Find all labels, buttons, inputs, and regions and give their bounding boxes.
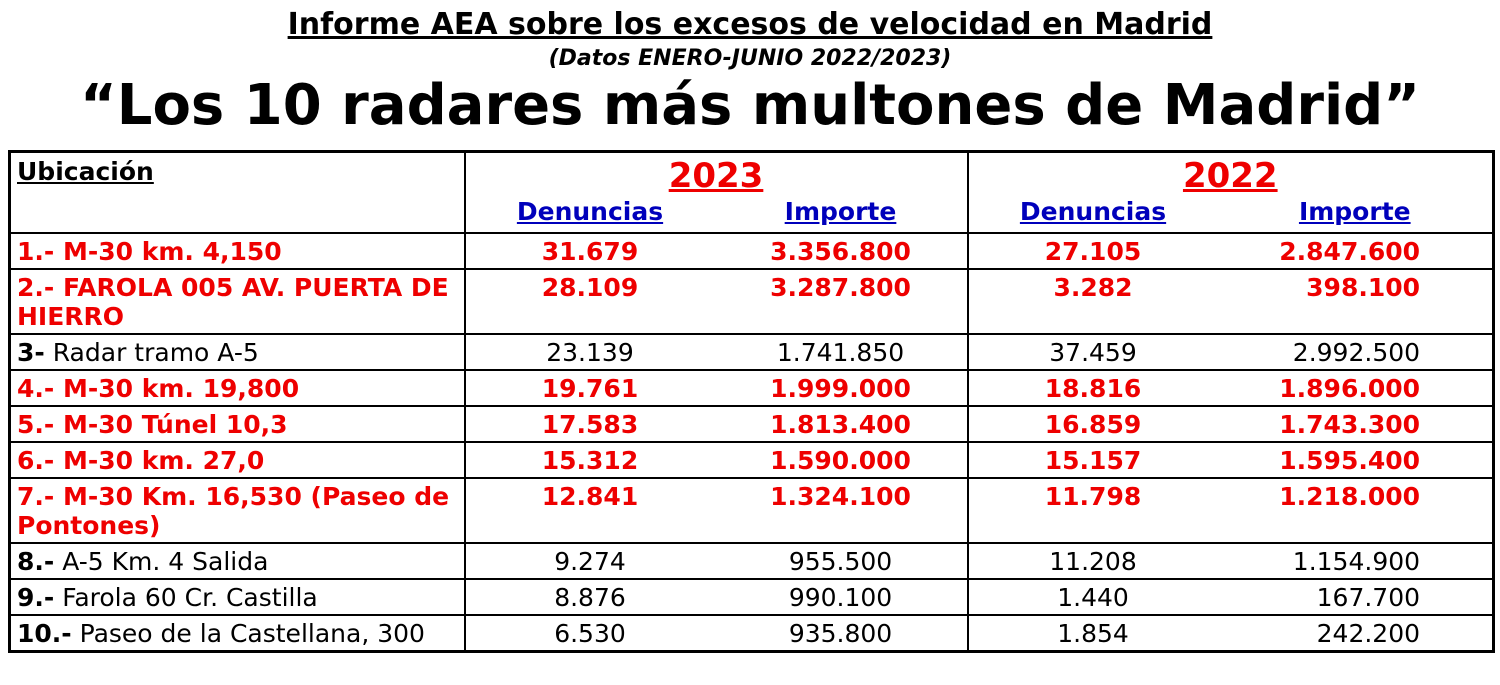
radar-name: A-5 Km. 4 Salida (62, 547, 269, 577)
table-row: 5.- M-30 Túnel 10,3 17.583 1.813.400 16.859… (9, 406, 1494, 444)
column-header-year-2023: 2023 (464, 151, 969, 198)
denuncias-2023-value: 19.761 (464, 370, 715, 408)
column-header-importe-2023: Importe (714, 197, 969, 235)
denuncias-2023-value: 15.312 (464, 442, 715, 480)
denuncias-2023-value: 9.274 (464, 543, 715, 581)
table-row: 7.- M-30 Km. 16,530 (Paseo de Pontones) 1… (9, 478, 1494, 545)
importe-2023-value: 1.741.850 (714, 334, 969, 372)
importe-2022-value: 1.595.400 (1217, 442, 1494, 480)
radar-name: FAROLA 005 AV. PUERTA DE HIERRO (17, 273, 449, 332)
denuncias-2022-value: 27.105 (967, 233, 1218, 271)
importe-2022-value: 2.992.500 (1217, 334, 1494, 372)
importe-2022-value: 1.154.900 (1217, 543, 1494, 581)
denuncias-2022-value: 18.816 (967, 370, 1218, 408)
radar-location: 3- Radar tramo A-5 (9, 334, 466, 372)
importe-2023-value: 935.800 (714, 615, 969, 653)
radar-location: 9.- Farola 60 Cr. Castilla (9, 579, 466, 617)
row-number: 6.- (17, 446, 55, 476)
denuncias-2022-value: 3.282 (967, 269, 1218, 336)
table-row: 9.- Farola 60 Cr. Castilla 8.876 990.100 1.… (9, 579, 1494, 617)
importe-2022-value: 2.847.600 (1217, 233, 1494, 271)
importe-2022-value: 242.200 (1217, 615, 1494, 653)
radar-location: 5.- M-30 Túnel 10,3 (9, 406, 466, 444)
row-number: 8.- (17, 547, 55, 577)
row-number: 2.- (17, 273, 55, 303)
radar-name: M-30 km. 19,800 (63, 374, 300, 404)
importe-2023-value: 990.100 (714, 579, 969, 617)
table-row: 4.- M-30 km. 19,800 19.761 1.999.000 18.816… (9, 370, 1494, 408)
radar-location: 2.- FAROLA 005 AV. PUERTA DE HIERRO (9, 269, 466, 336)
column-header-denuncias-2023: Denuncias (464, 197, 715, 235)
denuncias-2023-value: 8.876 (464, 579, 715, 617)
table-row: 10.- Paseo de la Castellana, 300 6.530 935… (9, 615, 1494, 653)
column-header-year-2022: 2022 (1182, 156, 1278, 197)
table-header-row-years: Ubicación 2023 2022 (9, 151, 1494, 235)
radar-name: M-30 Km. 16,530 (Paseo de Pontones) (17, 482, 450, 541)
importe-2023-value: 955.500 (714, 543, 969, 581)
radar-location: 4.- M-30 km. 19,800 (9, 370, 466, 408)
report-title: Informe AEA sobre los excesos de velocid… (287, 7, 1213, 42)
importe-2023-value: 1.813.400 (714, 406, 969, 444)
denuncias-2022-value: 11.208 (967, 543, 1218, 581)
importe-2022-value: 398.100 (1217, 269, 1494, 336)
table-header-row-metrics: Denuncias Importe Denuncias Importe (10, 197, 1494, 235)
denuncias-2023-value: 23.139 (464, 334, 715, 372)
column-header-ubicacion: Ubicación (9, 151, 466, 235)
denuncias-2023-value: 6.530 (464, 615, 715, 653)
row-number: 5.- (17, 410, 55, 440)
importe-2023-value: 3.287.800 (714, 269, 969, 336)
denuncias-2023-value: 17.583 (464, 406, 715, 444)
radar-name: Paseo de la Castellana, 300 (79, 619, 425, 649)
denuncias-2023-value: 28.109 (464, 269, 715, 336)
radar-name: Radar tramo A-5 (52, 338, 259, 368)
radar-name: Farola 60 Cr. Castilla (62, 583, 318, 613)
importe-2022-value: 1.218.000 (1217, 478, 1494, 545)
radar-location: 6.- M-30 km. 27,0 (9, 442, 466, 480)
main-title: “Los 10 radares más multones de Madrid” (79, 73, 1421, 138)
column-header-denuncias-2022: Denuncias (967, 197, 1218, 235)
radar-location: 1.- M-30 km. 4,150 (9, 233, 466, 271)
importe-2022-value: 1.743.300 (1217, 406, 1494, 444)
column-header-importe-2022: Importe (1217, 197, 1494, 235)
denuncias-2022-value: 16.859 (967, 406, 1218, 444)
row-number: 7.- (17, 482, 55, 512)
report-page: Informe AEA sobre los excesos de velocid… (8, 7, 1496, 654)
importe-2023-value: 1.590.000 (714, 442, 969, 480)
radar-name: M-30 km. 4,150 (63, 237, 282, 267)
table-row: 1.- M-30 km. 4,150 31.679 3.356.800 27.105 2… (9, 233, 1494, 271)
radar-name: M-30 Túnel 10,3 (63, 410, 288, 440)
importe-2023-value: 1.999.000 (714, 370, 969, 408)
denuncias-2023-value: 31.679 (464, 233, 715, 271)
denuncias-2023-value: 12.841 (464, 478, 715, 545)
importe-2023-value: 3.356.800 (714, 233, 969, 271)
row-number: 9.- (17, 583, 55, 613)
table-row: 8.- A-5 Km. 4 Salida 9.274 955.500 11.208 1.… (9, 543, 1494, 581)
report-subtitle: (Datos ENERO-JUNIO 2022/2023) (548, 46, 952, 71)
radar-location: 10.- Paseo de la Castellana, 300 (9, 615, 466, 653)
radar-location: 7.- M-30 Km. 16,530 (Paseo de Pontones) (9, 478, 466, 545)
radars-table: Ubicación 2023 2022 Denuncias Importe Denu… (8, 150, 1496, 654)
row-number: 10.- (17, 619, 72, 649)
row-number: 3- (17, 338, 45, 368)
importe-2022-value: 1.896.000 (1217, 370, 1494, 408)
denuncias-2022-value: 15.157 (967, 442, 1218, 480)
importe-2023-value: 1.324.100 (714, 478, 969, 545)
table-row: 2.- FAROLA 005 AV. PUERTA DE HIERRO 28.10… (9, 269, 1494, 336)
denuncias-2022-value: 1.440 (967, 579, 1218, 617)
row-number: 1.- (17, 237, 55, 267)
row-number: 4.- (17, 374, 55, 404)
table-row: 6.- M-30 km. 27,0 15.312 1.590.000 15.157 1.… (9, 442, 1494, 480)
importe-2022-value: 167.700 (1217, 579, 1494, 617)
radar-name: M-30 km. 27,0 (63, 446, 265, 476)
denuncias-2022-value: 37.459 (967, 334, 1218, 372)
denuncias-2022-value: 11.798 (967, 478, 1218, 545)
radar-location: 8.- A-5 Km. 4 Salida (9, 543, 466, 581)
table-row: 3- Radar tramo A-5 23.139 1.741.850 37.459 2… (9, 334, 1494, 372)
denuncias-2022-value: 1.854 (967, 615, 1218, 653)
